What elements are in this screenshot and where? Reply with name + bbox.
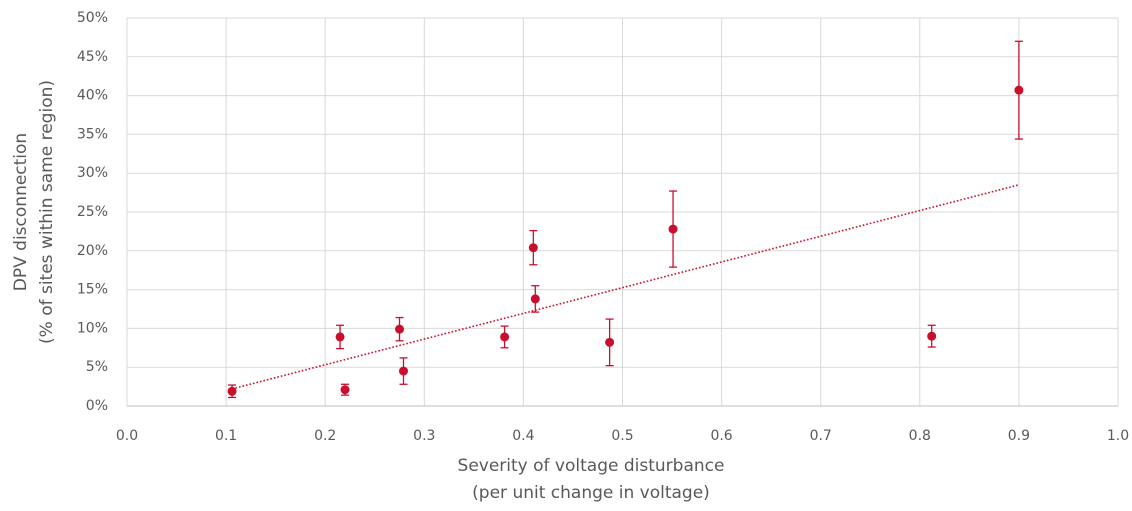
point — [1014, 85, 1024, 95]
x-tick-label: 0.7 — [810, 428, 832, 444]
point — [927, 331, 937, 341]
point — [395, 324, 405, 334]
x-tick-label: 0.6 — [710, 428, 732, 444]
x-tick-label: 0.4 — [512, 428, 534, 444]
x-axis-title: (per unit change in voltage) — [472, 483, 710, 503]
point — [530, 294, 540, 304]
point — [528, 243, 538, 253]
x-tick-label: 0.9 — [1008, 428, 1030, 444]
x-axis-title: Severity of voltage disturbance — [458, 456, 725, 476]
y-tick-label: 35% — [77, 126, 108, 142]
point — [668, 224, 678, 234]
x-tick-label: 0.5 — [611, 428, 633, 444]
point — [340, 385, 350, 395]
point — [500, 332, 510, 342]
y-tick-label: 10% — [77, 320, 108, 336]
y-tick-label: 50% — [77, 10, 108, 26]
y-tick-label: 15% — [77, 282, 108, 298]
y-tick-label: 5% — [86, 359, 108, 375]
y-axis-title: (% of sites within same region) — [37, 80, 57, 344]
point — [335, 332, 345, 342]
y-tick-label: 40% — [77, 88, 108, 104]
x-tick-label: 0.0 — [116, 428, 138, 444]
point — [227, 386, 237, 396]
trendline — [231, 184, 1020, 390]
y-tick-label: 0% — [86, 398, 108, 414]
x-tick-label: 0.1 — [215, 428, 237, 444]
y-tick-label: 30% — [77, 165, 108, 181]
point — [398, 366, 408, 376]
x-tick-label: 0.8 — [909, 428, 931, 444]
point — [605, 337, 615, 347]
y-tick-label: 25% — [77, 204, 108, 220]
y-tick-label: 20% — [77, 243, 108, 259]
y-axis-title: DPV disconnection — [11, 133, 31, 291]
x-tick-label: 0.2 — [314, 428, 336, 444]
x-tick-label: 1.0 — [1107, 428, 1129, 444]
y-tick-label: 45% — [77, 49, 108, 65]
x-tick-label: 0.3 — [413, 428, 435, 444]
